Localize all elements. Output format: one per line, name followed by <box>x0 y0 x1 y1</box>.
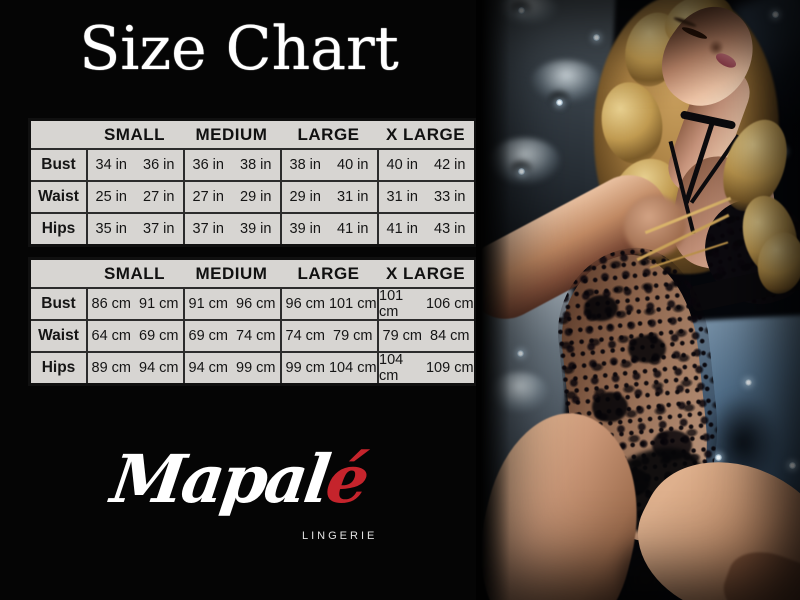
photo-left-fade <box>476 0 510 600</box>
measurement-row-label: Waist <box>31 319 86 351</box>
size-value-cell: 69 cm <box>134 319 183 351</box>
measurement-row-label: Hips <box>31 212 86 244</box>
size-value-cell: 109 cm <box>425 351 474 383</box>
size-column-header: SMALL <box>103 124 166 144</box>
size-table-centimeters: SMALL MEDIUM LARGE X LARGE Bust 86 cm 91 cm 91 … <box>28 257 477 386</box>
size-value-cell: 64 cm <box>86 319 135 351</box>
size-value-cell: 42 in <box>425 148 474 180</box>
tuft-button <box>518 7 525 14</box>
tuft-button <box>715 454 722 461</box>
measurement-row-label: Waist <box>31 180 86 212</box>
size-value-cell: 89 cm <box>86 351 135 383</box>
size-value-cell: 86 cm <box>86 287 135 319</box>
photo-vignette <box>476 0 800 600</box>
size-column-header: MEDIUM <box>195 124 268 144</box>
size-value-cell: 104 cm <box>377 351 426 384</box>
size-value-cell: 74 cm <box>280 319 329 351</box>
size-value-cell: 25 in <box>86 180 135 212</box>
tuft-button <box>745 379 752 386</box>
table-corner-cell <box>31 121 86 148</box>
size-value-cell: 31 in <box>328 180 377 212</box>
size-value-cell: 43 in <box>425 212 474 244</box>
size-column-header: MEDIUM <box>195 263 268 283</box>
size-value-cell: 31 in <box>377 180 426 212</box>
size-value-cell: 106 cm <box>425 287 474 319</box>
size-value-cell: 27 in <box>183 180 232 212</box>
size-column-header: SMALL <box>103 263 166 283</box>
brand-logo-main: Mapal <box>106 440 333 518</box>
size-value-cell: 101 cm <box>328 287 377 319</box>
size-value-cell: 36 in <box>134 148 183 180</box>
page-title: Size Chart <box>79 14 399 84</box>
size-column-header: LARGE <box>297 124 360 144</box>
size-value-cell: 40 in <box>377 148 426 180</box>
size-value-cell: 104 cm <box>328 351 377 383</box>
size-value-cell: 41 in <box>328 212 377 244</box>
size-value-cell: 27 in <box>134 180 183 212</box>
lace-flower-cluster <box>584 295 618 321</box>
tuft-dimple <box>508 158 534 176</box>
size-value-cell: 99 cm <box>231 351 280 383</box>
size-value-cell: 39 in <box>280 212 329 244</box>
table-corner-cell <box>31 260 86 287</box>
tuft-button <box>518 168 525 175</box>
lace-flower-cluster <box>592 392 628 422</box>
size-value-cell: 37 in <box>183 212 232 244</box>
size-value-cell: 91 cm <box>183 287 232 319</box>
brand-logo: Mapalé <box>0 440 483 518</box>
brand-block: Mapalé LINGERIE <box>0 440 478 560</box>
tuft-button <box>593 34 600 41</box>
size-table-inches: SMALL MEDIUM LARGE X LARGE Bust 34 in 36 in 36 … <box>28 118 477 247</box>
tuft-button <box>556 99 563 106</box>
size-value-cell: 33 in <box>425 180 474 212</box>
size-value-cell: 41 in <box>377 212 426 244</box>
size-value-cell: 69 cm <box>183 319 232 351</box>
size-value-cell: 34 in <box>86 148 135 180</box>
size-value-cell: 84 cm <box>425 319 474 351</box>
size-value-cell: 101 cm <box>377 287 426 320</box>
size-value-cell: 40 in <box>328 148 377 180</box>
measurement-row-label: Hips <box>31 351 86 383</box>
size-value-cell: 39 in <box>231 212 280 244</box>
tuft-button <box>789 462 796 469</box>
size-value-cell: 38 in <box>231 148 280 180</box>
size-value-cell: 35 in <box>86 212 135 244</box>
size-column-header: LARGE <box>297 263 360 283</box>
size-column-header: X LARGE <box>385 263 466 283</box>
model-photo <box>476 0 800 600</box>
size-value-cell: 74 cm <box>231 319 280 351</box>
tuft-button <box>517 350 524 357</box>
size-value-cell: 29 in <box>231 180 280 212</box>
size-value-cell: 99 cm <box>280 351 329 383</box>
size-column-header: X LARGE <box>385 124 466 144</box>
size-value-cell: 96 cm <box>231 287 280 319</box>
size-value-cell: 37 in <box>134 212 183 244</box>
size-value-cell: 96 cm <box>280 287 329 319</box>
size-value-cell: 38 in <box>280 148 329 180</box>
tuft-button <box>772 11 779 18</box>
size-value-cell: 79 cm <box>377 319 426 351</box>
tuft-dimple <box>546 88 572 106</box>
size-value-cell: 36 in <box>183 148 232 180</box>
brand-tagline: LINGERIE <box>302 530 378 542</box>
measurement-row-label: Bust <box>31 148 86 180</box>
lace-flower-cluster <box>628 335 666 363</box>
size-value-cell: 94 cm <box>183 351 232 383</box>
size-value-cell: 91 cm <box>134 287 183 319</box>
size-value-cell: 79 cm <box>328 319 377 351</box>
size-value-cell: 29 in <box>280 180 329 212</box>
size-value-cell: 94 cm <box>134 351 183 383</box>
measurement-row-label: Bust <box>31 287 86 319</box>
